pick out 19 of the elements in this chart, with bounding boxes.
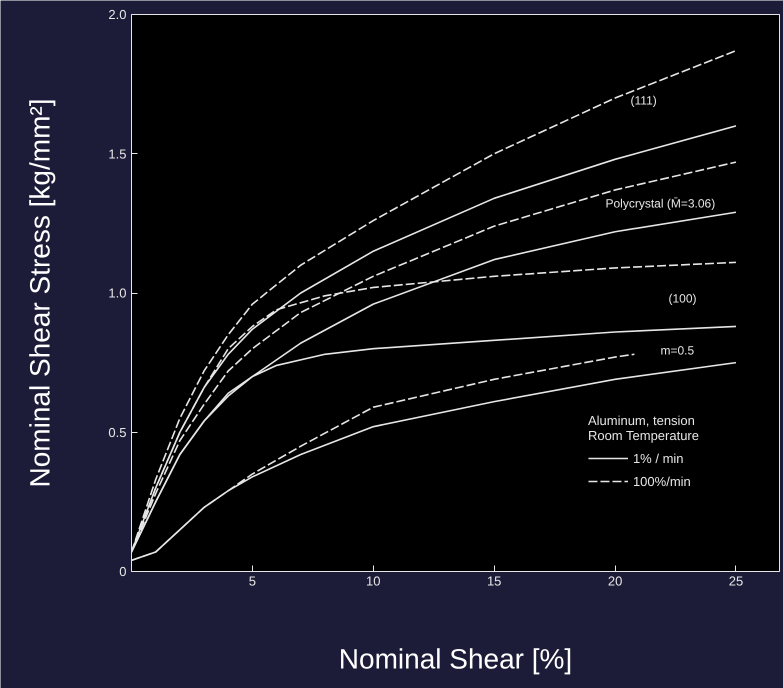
- x-tick-label: 15: [486, 574, 502, 588]
- y-tick-label: 1.5: [108, 146, 127, 162]
- y-tick-label: 0: [119, 564, 127, 579]
- legend-title: Aluminum, tension Room Temperature: [588, 413, 699, 443]
- legend-label: 100%/min: [632, 474, 691, 488]
- legend-label: 1% / min: [632, 450, 684, 466]
- x-tick-label: 20: [608, 574, 622, 588]
- x-tick-label: 25: [728, 574, 744, 588]
- y-tick-label: 1.0: [108, 286, 127, 300]
- y-axis-title: Nominal Shear Stress [kg/mm²]: [24, 98, 56, 488]
- y-tick-label: 0.5: [108, 424, 127, 440]
- annotation: Polycrystal (M̄=3.06): [606, 196, 716, 210]
- annotation: m=0.5: [660, 344, 695, 358]
- x-tick-label: 5: [248, 574, 256, 588]
- annotation: (100): [668, 292, 697, 306]
- y-tick-label: 2.0: [108, 7, 127, 22]
- x-tick-label: 10: [366, 574, 381, 588]
- x-axis-title: Nominal Shear [%]: [338, 644, 572, 674]
- annotation: (111): [630, 94, 657, 108]
